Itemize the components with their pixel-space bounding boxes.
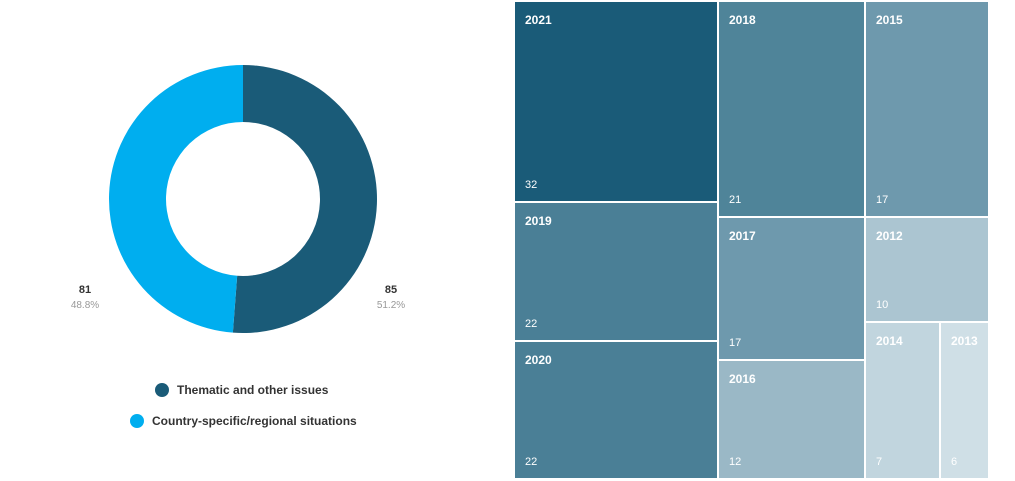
treemap-cell-label: 2012 [876, 229, 903, 243]
treemap-cell-label: 2018 [729, 13, 756, 27]
treemap-cell-2018[interactable]: 2018 21 [718, 1, 865, 217]
legend-swatch-country [130, 414, 144, 428]
treemap-cell-label: 2019 [525, 214, 552, 228]
treemap-cell-2021[interactable]: 2021 32 [514, 1, 718, 202]
donut-slice-country[interactable] [109, 65, 243, 333]
slice-value-label-country: 81 [78, 284, 92, 296]
treemap-cell-label: 2017 [729, 229, 756, 243]
treemap-cell-value: 17 [729, 337, 742, 349]
treemap-cell-value: 7 [876, 456, 883, 468]
treemap-cell-value: 32 [525, 179, 538, 191]
treemap-cell-label: 2021 [525, 13, 552, 27]
treemap-cell-value: 12 [729, 456, 742, 468]
treemap-cell-value: 22 [525, 318, 538, 330]
treemap-cell-2019[interactable]: 2019 22 [514, 202, 718, 341]
treemap-cell-label: 2014 [876, 334, 903, 348]
legend-label-thematic: Thematic and other issues [177, 383, 329, 397]
treemap-cell-value: 22 [525, 456, 538, 468]
treemap-cell-value: 21 [729, 194, 742, 206]
treemap-cell-2012[interactable]: 2012 10 [865, 217, 989, 322]
treemap-cell-value: 6 [951, 456, 958, 468]
treemap-cell-2015[interactable]: 2015 17 [865, 1, 989, 217]
donut-slice-thematic[interactable] [232, 65, 378, 334]
treemap-cell-value: 10 [876, 299, 889, 311]
treemap-cell-label: 2013 [951, 334, 978, 348]
donut-chart [109, 65, 378, 334]
treemap-cell-2014[interactable]: 2014 7 [865, 322, 940, 479]
slice-percent-label-thematic: 51.2% [376, 300, 406, 311]
treemap-cell-2013[interactable]: 2013 6 [940, 322, 989, 479]
treemap-cell-value: 17 [876, 194, 889, 206]
legend-swatch-thematic [155, 383, 169, 397]
treemap-cell-label: 2016 [729, 372, 756, 386]
treemap-cell-label: 2020 [525, 353, 552, 367]
legend-label-country: Country-specific/regional situations [152, 414, 357, 428]
slice-value-label-thematic: 85 [384, 284, 398, 296]
treemap-cell-label: 2015 [876, 13, 903, 27]
legend-item-country[interactable]: Country-specific/regional situations [130, 414, 357, 428]
treemap-cell-2017[interactable]: 2017 17 [718, 217, 865, 360]
treemap-cell-2016[interactable]: 2016 12 [718, 360, 865, 479]
legend-item-thematic[interactable]: Thematic and other issues [155, 383, 328, 397]
treemap-cell-2020[interactable]: 2020 22 [514, 341, 718, 479]
slice-percent-label-country: 48.8% [70, 300, 100, 311]
